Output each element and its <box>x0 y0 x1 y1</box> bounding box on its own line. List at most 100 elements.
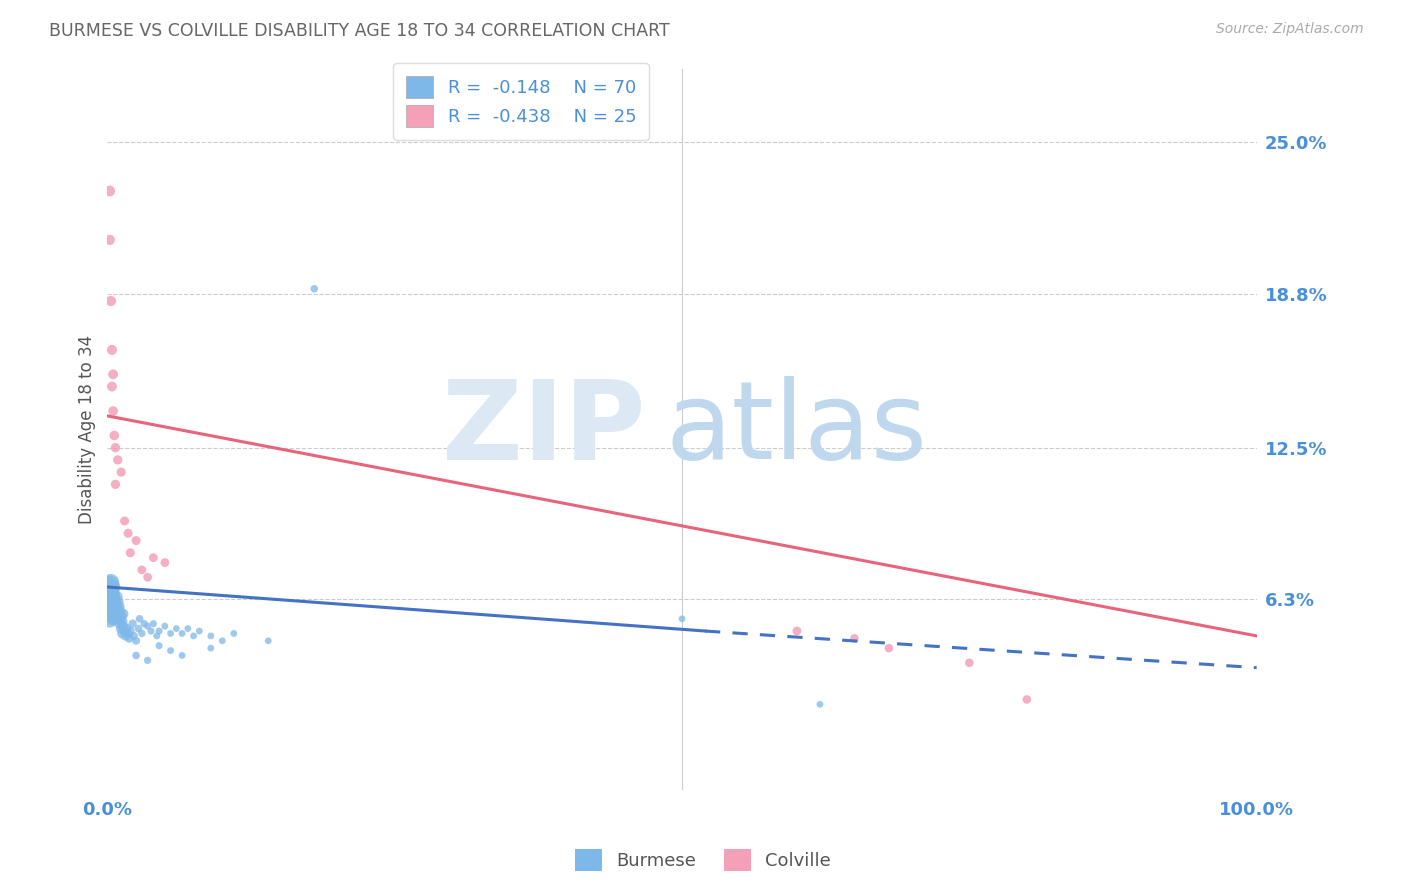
Point <box>103 592 125 607</box>
Point <box>104 477 127 491</box>
Point <box>125 633 148 648</box>
Point <box>110 465 132 479</box>
Point <box>108 604 131 618</box>
Text: ZIP: ZIP <box>443 376 645 483</box>
Point <box>172 626 194 640</box>
Point <box>153 556 176 570</box>
Point <box>98 233 121 247</box>
Point <box>957 656 980 670</box>
Point <box>104 441 127 455</box>
Point <box>100 607 122 621</box>
Point <box>117 526 139 541</box>
Point <box>108 616 131 631</box>
Point <box>100 592 122 607</box>
Point <box>98 599 121 614</box>
Point <box>128 612 150 626</box>
Point <box>100 293 122 308</box>
Point <box>110 609 132 624</box>
Point <box>808 698 831 712</box>
Point <box>131 563 153 577</box>
Point <box>98 612 121 626</box>
Point <box>139 624 162 638</box>
Point <box>200 641 222 656</box>
Point <box>101 599 124 614</box>
Point <box>177 622 200 636</box>
Point <box>125 533 148 548</box>
Point <box>146 629 169 643</box>
Point <box>111 614 134 628</box>
Point <box>101 404 124 418</box>
Point <box>101 343 124 357</box>
Point <box>118 632 141 646</box>
Point <box>111 626 134 640</box>
Point <box>97 592 120 607</box>
Point <box>97 604 120 618</box>
Point <box>101 580 124 594</box>
Text: Source: ZipAtlas.com: Source: ZipAtlas.com <box>1216 22 1364 37</box>
Point <box>142 616 165 631</box>
Point <box>114 514 136 528</box>
Point <box>136 570 159 584</box>
Point <box>100 575 122 590</box>
Point <box>671 612 693 626</box>
Point <box>148 639 170 653</box>
Point <box>127 622 149 636</box>
Point <box>188 624 211 638</box>
Text: BURMESE VS COLVILLE DISABILITY AGE 18 TO 34 CORRELATION CHART: BURMESE VS COLVILLE DISABILITY AGE 18 TO… <box>49 22 671 40</box>
Point <box>104 597 127 611</box>
Point <box>131 626 153 640</box>
Point <box>134 616 156 631</box>
Point <box>114 624 136 638</box>
Point <box>107 453 129 467</box>
Point <box>257 633 280 648</box>
Text: atlas: atlas <box>666 376 928 483</box>
Point <box>172 648 194 663</box>
Point <box>101 368 124 382</box>
Point <box>101 612 124 626</box>
Point <box>211 633 233 648</box>
Point <box>98 184 121 198</box>
Legend: R =  -0.148    N = 70, R =  -0.438    N = 25: R = -0.148 N = 70, R = -0.438 N = 25 <box>394 63 648 140</box>
Point <box>107 607 129 621</box>
Legend: Burmese, Colville: Burmese, Colville <box>568 842 838 879</box>
Point <box>159 643 181 657</box>
Point <box>98 587 121 601</box>
Point <box>97 580 120 594</box>
Point <box>844 632 866 646</box>
Point <box>101 379 124 393</box>
Point <box>159 626 181 640</box>
Point <box>117 626 139 640</box>
Point <box>165 622 187 636</box>
Point <box>183 629 205 643</box>
Point <box>112 619 135 633</box>
Point <box>120 546 142 560</box>
Point <box>115 622 138 636</box>
Point <box>105 590 128 604</box>
Point <box>103 428 125 442</box>
Point <box>786 624 808 638</box>
Point <box>148 624 170 638</box>
Point <box>153 619 176 633</box>
Point <box>125 648 148 663</box>
Point <box>120 624 142 638</box>
Point <box>108 612 131 626</box>
Point <box>136 619 159 633</box>
Point <box>304 282 326 296</box>
Point <box>104 609 127 624</box>
Point <box>105 602 128 616</box>
Point <box>112 607 135 621</box>
Point <box>222 626 245 640</box>
Point <box>101 587 124 601</box>
Point <box>1015 692 1038 706</box>
Point <box>121 616 143 631</box>
Point <box>101 609 124 624</box>
Point <box>200 629 222 643</box>
Point <box>122 629 145 643</box>
Point <box>110 622 132 636</box>
Point <box>101 595 124 609</box>
Point <box>103 604 125 618</box>
Y-axis label: Disability Age 18 to 34: Disability Age 18 to 34 <box>79 334 96 524</box>
Point <box>142 550 165 565</box>
Point <box>877 641 900 656</box>
Point <box>107 595 129 609</box>
